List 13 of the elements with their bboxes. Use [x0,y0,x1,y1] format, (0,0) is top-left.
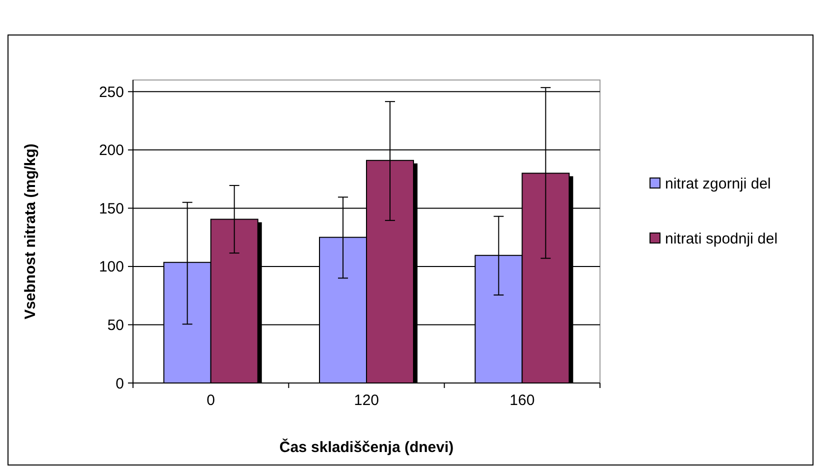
y-tick-label: 200 [98,142,124,160]
y-tick-label: 50 [107,316,124,334]
x-tick-label: 120 [354,392,380,409]
y-tick-label: 250 [98,84,124,101]
x-axis-title: Čas skladiščenja (dnevi) [279,438,454,456]
y-tick-label: 0 [116,375,124,392]
x-tick-label: 0 [206,392,216,409]
legend-label: nitrat zgornji del [665,175,771,192]
x-tick-label: 160 [510,392,535,409]
y-tick-label: 100 [98,258,124,276]
legend-label: nitrati spodnji del [665,230,778,248]
y-axis-title: Vsebnost nitrata (mg/kg) [22,144,39,320]
y-tick-label: 150 [98,200,124,218]
